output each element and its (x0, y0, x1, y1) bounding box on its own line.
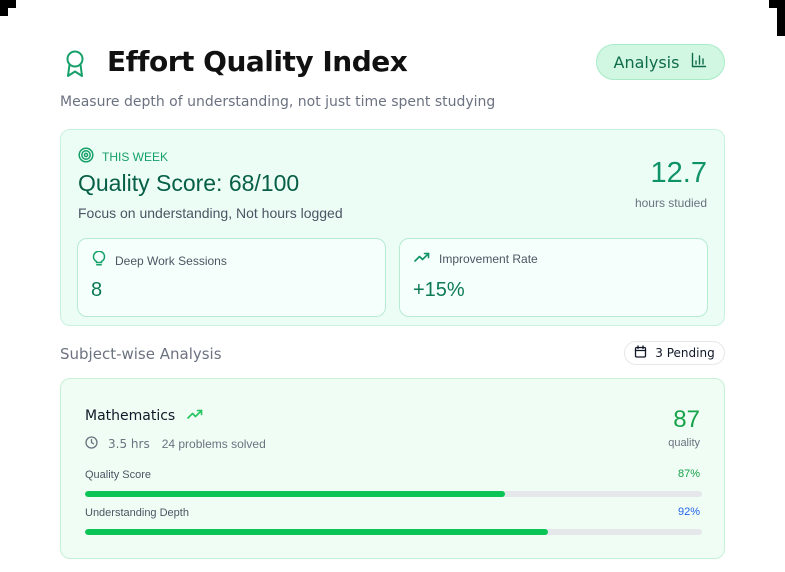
quality-score-progress-fill (85, 491, 505, 497)
subject-quality-label: quality (668, 437, 700, 449)
trending-up-icon (414, 251, 430, 266)
clock-icon (85, 436, 98, 452)
improvement-rate-card: Improvement Rate +15% (399, 238, 708, 317)
focus-text: Focus on understanding, Not hours logged (78, 205, 343, 221)
target-icon (78, 147, 94, 166)
trending-up-icon (187, 408, 203, 424)
award-ribbon-icon (63, 49, 87, 79)
hours-studied-label: hours studied (634, 196, 707, 210)
calendar-icon (634, 345, 647, 361)
this-week-label: THIS WEEK (78, 147, 168, 166)
analysis-button[interactable]: Analysis (596, 44, 725, 80)
pending-badge[interactable]: 3 Pending (624, 341, 725, 365)
deep-work-sessions-label: Deep Work Sessions (115, 253, 227, 268)
quality-score-metric-percent: 87% (677, 468, 700, 480)
quality-score-heading: Quality Score: 68/100 (78, 170, 300, 196)
quality-score-progress-bar (85, 491, 702, 497)
pending-count: 3 Pending (655, 346, 715, 360)
understanding-depth-metric-label: Understanding Depth (85, 507, 189, 519)
bar-chart-icon (691, 52, 707, 73)
deep-work-sessions-card: Deep Work Sessions 8 (77, 238, 386, 317)
deep-work-sessions-value: 8 (91, 279, 103, 301)
corner-mark (0, 0, 16, 8)
understanding-depth-progress-bar (85, 529, 702, 535)
understanding-depth-metric-percent: 92% (677, 506, 700, 518)
page-header: Effort Quality Index Analysis (60, 44, 725, 84)
section-title: Subject-wise Analysis (60, 345, 222, 363)
quality-score-metric-label: Quality Score (85, 469, 152, 481)
weekly-summary-card: THIS WEEK Quality Score: 68/100 Focus on… (60, 129, 725, 326)
improvement-rate-value: +15% (413, 279, 465, 301)
corner-mark (777, 0, 785, 36)
lightbulb-icon (92, 250, 106, 270)
improvement-rate-label: Improvement Rate (439, 251, 538, 266)
subject-name: Mathematics (85, 408, 176, 424)
page-title: Effort Quality Index (107, 45, 408, 78)
subject-quality-score: 87 (673, 406, 700, 433)
page-subtitle: Measure depth of understanding, not just… (60, 94, 496, 110)
understanding-depth-progress-fill (85, 529, 548, 535)
subject-card-mathematics[interactable]: Mathematics 3.5 hrs 24 problems solved 8… (60, 378, 725, 559)
subject-problems: 24 problems solved (161, 437, 266, 451)
analysis-button-label: Analysis (613, 52, 680, 72)
corner-mark (0, 0, 8, 16)
subject-hours: 3.5 hrs (108, 437, 150, 451)
hours-studied-value: 12.7 (650, 157, 707, 189)
this-week-text: THIS WEEK (102, 149, 169, 164)
